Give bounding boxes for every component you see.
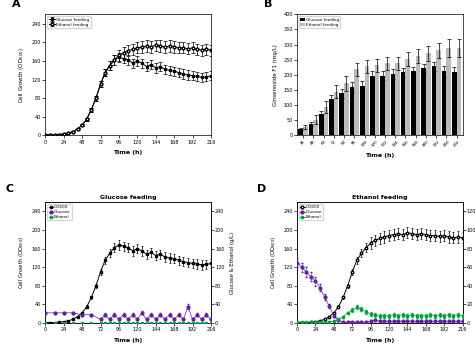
Ethanol bbox=[98, 321, 103, 325]
Text: C: C bbox=[6, 184, 14, 194]
Bar bbox=[400, 73, 405, 135]
Bar bbox=[456, 48, 460, 135]
Bar bbox=[364, 66, 368, 135]
Ethanol bbox=[152, 321, 158, 325]
Ethanol bbox=[171, 321, 177, 325]
Ethanol bbox=[176, 321, 181, 325]
Bar bbox=[318, 114, 323, 135]
Ethanol bbox=[189, 321, 195, 325]
X-axis label: Time (h): Time (h) bbox=[113, 338, 142, 343]
Bar bbox=[410, 71, 415, 135]
X-axis label: Time (h): Time (h) bbox=[365, 338, 394, 343]
Ethanol bbox=[102, 321, 108, 325]
Bar bbox=[323, 107, 327, 135]
Bar bbox=[415, 56, 419, 135]
Y-axis label: Cell Growth (OD$_{600}$): Cell Growth (OD$_{600}$) bbox=[268, 236, 278, 289]
Ethanol bbox=[125, 321, 131, 325]
Bar bbox=[446, 48, 450, 135]
Bar bbox=[338, 93, 343, 135]
Y-axis label: Glucose & Ethanol (g/L): Glucose & Ethanol (g/L) bbox=[229, 232, 235, 294]
Y-axis label: Ginsenoside F1 (mg/L): Ginsenoside F1 (mg/L) bbox=[272, 44, 278, 106]
Bar bbox=[308, 124, 313, 135]
Legend: OD600, Glucose, Ethanol: OD600, Glucose, Ethanol bbox=[298, 204, 323, 220]
Bar bbox=[395, 64, 399, 135]
Bar bbox=[384, 64, 389, 135]
Title: Glucose feeding: Glucose feeding bbox=[99, 195, 156, 200]
Ethanol bbox=[208, 321, 213, 325]
X-axis label: Time (h): Time (h) bbox=[113, 150, 142, 155]
Ethanol bbox=[88, 321, 94, 325]
X-axis label: Time (h): Time (h) bbox=[365, 153, 394, 158]
Bar bbox=[333, 92, 338, 135]
Bar bbox=[349, 87, 354, 135]
Ethanol bbox=[162, 321, 168, 325]
Ethanol bbox=[111, 321, 117, 325]
Bar bbox=[298, 129, 302, 135]
Bar bbox=[420, 68, 425, 135]
Bar bbox=[436, 50, 440, 135]
Ethanol bbox=[107, 321, 112, 325]
Bar bbox=[359, 86, 364, 135]
Ethanol bbox=[79, 321, 85, 325]
Y-axis label: Cell Growth (OD$_{600}$): Cell Growth (OD$_{600}$) bbox=[17, 236, 26, 289]
Ethanol bbox=[180, 321, 186, 325]
Bar bbox=[302, 127, 307, 135]
Ethanol bbox=[185, 321, 190, 325]
Ethanol bbox=[116, 321, 121, 325]
Line: Ethanol: Ethanol bbox=[44, 321, 212, 324]
Text: B: B bbox=[263, 0, 272, 9]
Y-axis label: Cell Growth (OD$_{600}$): Cell Growth (OD$_{600}$) bbox=[17, 47, 26, 103]
Legend: OD600, Glucose, Ethanol: OD600, Glucose, Ethanol bbox=[47, 204, 71, 220]
Bar bbox=[390, 74, 395, 135]
Bar bbox=[369, 75, 374, 135]
Ethanol bbox=[148, 321, 154, 325]
Ethanol bbox=[203, 321, 209, 325]
Bar bbox=[313, 120, 317, 135]
Bar bbox=[354, 69, 358, 135]
Ethanol bbox=[139, 321, 145, 325]
Bar bbox=[441, 71, 446, 135]
Ethanol bbox=[143, 321, 149, 325]
Bar bbox=[431, 66, 436, 135]
Bar bbox=[374, 65, 378, 135]
Bar bbox=[451, 73, 456, 135]
Legend: Glucose feeding, Ethanol feeding: Glucose feeding, Ethanol feeding bbox=[47, 17, 90, 28]
Ethanol bbox=[42, 321, 48, 325]
Ethanol bbox=[51, 321, 57, 325]
Bar bbox=[379, 75, 384, 135]
Ethanol bbox=[129, 321, 135, 325]
Text: D: D bbox=[257, 184, 266, 194]
Text: A: A bbox=[12, 0, 21, 9]
Bar bbox=[343, 83, 348, 135]
Ethanol bbox=[134, 321, 140, 325]
Ethanol bbox=[70, 321, 76, 325]
Legend: Glucose feeding, Ethanol feeding: Glucose feeding, Ethanol feeding bbox=[298, 17, 339, 28]
Bar bbox=[328, 99, 333, 135]
Ethanol bbox=[61, 321, 67, 325]
Ethanol bbox=[198, 321, 204, 325]
Ethanol bbox=[157, 321, 163, 325]
Bar bbox=[405, 59, 409, 135]
Ethanol bbox=[120, 321, 126, 325]
Ethanol bbox=[166, 321, 172, 325]
Bar bbox=[425, 53, 430, 135]
Title: Ethanol feeding: Ethanol feeding bbox=[351, 195, 407, 200]
Ethanol bbox=[194, 321, 199, 325]
